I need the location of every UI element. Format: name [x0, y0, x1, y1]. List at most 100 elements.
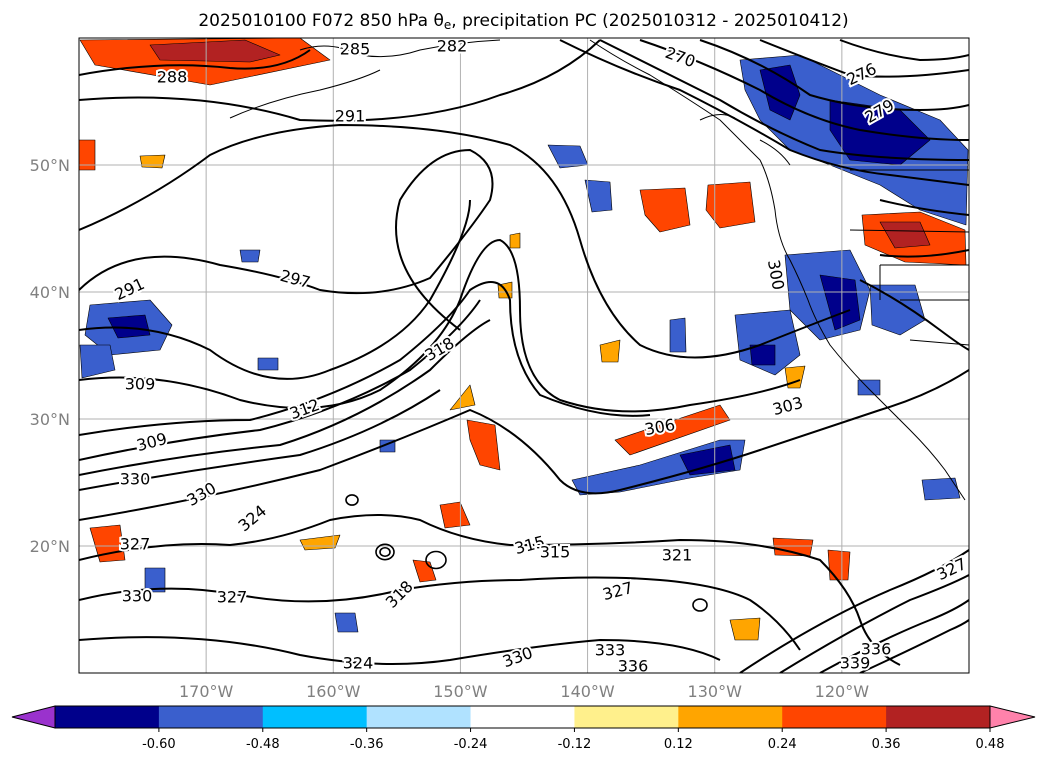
contour-label: 309: [135, 429, 169, 455]
precip-region: [79, 139, 96, 171]
lat-label: 20°N: [30, 537, 70, 556]
contour-label: 282: [437, 37, 468, 56]
contour-line: [699, 39, 969, 112]
contour-line: [79, 148, 494, 331]
precip-region: [857, 379, 881, 396]
precip-region: [439, 501, 471, 529]
colorbar-extend-min: [11, 705, 56, 729]
precip-region: [729, 617, 761, 641]
contour-closed: [345, 494, 359, 506]
precip-region: [139, 154, 166, 169]
precipitation-shading: [79, 38, 969, 641]
title-subscript: e: [443, 18, 452, 32]
precip-region: [614, 404, 731, 456]
colorbar-tick-label: -0.12: [558, 737, 592, 752]
precip-region: [334, 612, 359, 633]
precip-region: [257, 357, 279, 371]
precip-region: [144, 567, 166, 593]
contour-closed: [692, 598, 708, 612]
lon-label: 150°W: [433, 682, 488, 701]
precip-region: [705, 181, 756, 229]
coastlines: [229, 39, 969, 501]
colorbar-tick-label: -0.36: [350, 737, 384, 752]
title-prefix: 2025010100 F072 850 hPa θ: [198, 11, 444, 31]
contour-label: 291: [335, 107, 366, 126]
precip-region: [509, 232, 521, 249]
contour-line: [559, 39, 969, 186]
precip-region: [879, 221, 931, 249]
lat-label: 40°N: [30, 283, 70, 302]
lon-label: 140°W: [560, 682, 615, 701]
lon-label: 160°W: [306, 682, 361, 701]
colorbar: -0.60 -0.48 -0.36 -0.24 -0.12 0.12 0.24 0.36 0.4…: [11, 705, 1036, 752]
precip-region: [107, 314, 151, 339]
contour-label: 327: [120, 535, 151, 554]
contour-line: [79, 49, 311, 76]
precip-region: [819, 274, 861, 331]
contour-line: [859, 619, 969, 673]
contour-line: [79, 238, 801, 413]
colorbar-tick-label: 0.48: [976, 737, 1005, 752]
precip-region: [749, 344, 776, 366]
precip-region: [869, 284, 926, 336]
contour-label: 285: [340, 40, 371, 59]
contour-line: [79, 576, 801, 651]
contour-label: 288: [157, 68, 188, 87]
lat-label: 50°N: [30, 156, 70, 175]
contour-line: [79, 199, 471, 380]
contour-line: [819, 599, 969, 673]
precip-region: [599, 339, 621, 363]
precip-region: [669, 317, 687, 353]
precip-region: [79, 344, 116, 379]
precip-region: [584, 179, 613, 213]
colorbar-frame: [54, 705, 991, 729]
lon-label: 170°W: [179, 682, 234, 701]
contour-label: 321: [662, 546, 693, 565]
colorbar-tick-label: -0.24: [454, 737, 488, 752]
colorbar-tick-label: -0.48: [246, 737, 280, 752]
contour-line: [759, 39, 969, 78]
contour-closed: [425, 550, 447, 570]
contour-line: [839, 39, 969, 62]
figure-title: 2025010100 F072 850 hPa θe, precipitatio…: [0, 10, 1047, 36]
contour-label: 339: [840, 654, 871, 673]
contour-label: 315: [540, 543, 571, 562]
colorbar-segment: [366, 706, 472, 728]
contour-line: [79, 514, 901, 666]
contour-label: 333: [595, 641, 626, 660]
precip-region: [827, 549, 851, 581]
colorbar-tick-label: 0.12: [664, 737, 693, 752]
contour-label: 327: [217, 588, 248, 607]
colorbar-tick-label: 0.24: [768, 737, 797, 752]
contour-label: 324: [343, 654, 374, 673]
contour-line: [779, 574, 969, 673]
contour-line: [79, 123, 851, 359]
lon-label: 120°W: [815, 682, 870, 701]
map-frame: [78, 37, 970, 674]
contour-line: [859, 279, 969, 351]
precip-region: [639, 187, 691, 233]
contour-line: [79, 636, 721, 665]
contour-line: [879, 249, 969, 258]
contour-line: [79, 299, 481, 461]
contour-closed: [379, 546, 391, 558]
contour-label: 336: [618, 657, 649, 676]
colorbar-segment: [886, 706, 991, 728]
contour-label: 330: [122, 587, 153, 606]
colorbar-segment: [678, 706, 783, 728]
contour-line: [79, 39, 601, 122]
contour-line: [79, 369, 969, 521]
title-suffix: , precipitation PC (2025010312 - 2025010…: [451, 11, 849, 31]
contour-line: [79, 319, 491, 476]
contour-line: [879, 199, 969, 216]
contour-label: 336: [861, 640, 892, 659]
latitude-labels: 50°N 40°N 30°N 20°N: [30, 156, 70, 556]
precip-region: [772, 537, 814, 557]
colorbar-segment: [55, 706, 160, 728]
contour-line: [639, 39, 969, 141]
precip-region: [921, 477, 961, 501]
colorbar-segment: [574, 706, 679, 728]
lon-label: 130°W: [688, 682, 743, 701]
contour-line: [79, 389, 441, 491]
